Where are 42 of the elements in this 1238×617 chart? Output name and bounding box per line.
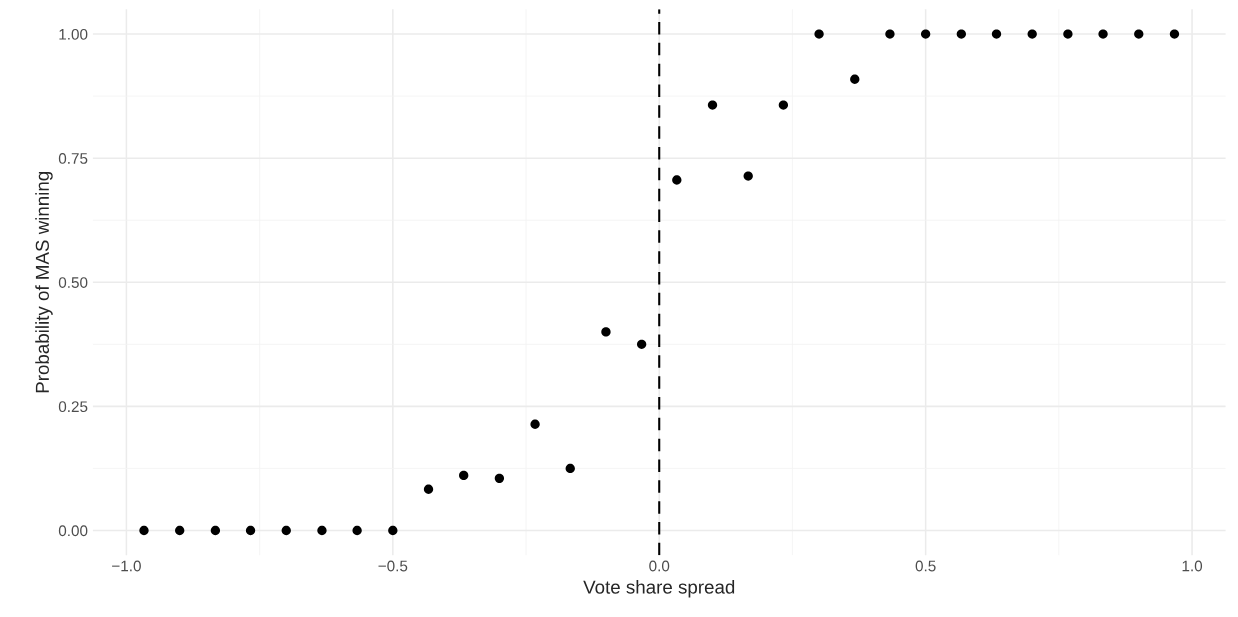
point — [814, 29, 824, 39]
point — [139, 525, 149, 536]
x-tick-label: 1.0 — [1182, 560, 1203, 572]
point — [778, 100, 789, 110]
point — [707, 100, 718, 110]
point — [530, 419, 540, 429]
point — [991, 29, 1002, 39]
point — [920, 29, 931, 39]
y-tick-label: 0.50 — [58, 277, 88, 288]
y-tick-label: 0.00 — [58, 525, 88, 537]
point — [1134, 29, 1144, 39]
point — [601, 327, 611, 337]
point — [565, 463, 575, 474]
y-tick-label: 0.75 — [58, 153, 88, 164]
point — [317, 525, 327, 536]
x-axis-title: Vote share spread — [583, 579, 735, 598]
point — [743, 171, 753, 181]
point — [210, 525, 221, 536]
point — [459, 470, 469, 481]
x-tick-label: −1.0 — [112, 560, 141, 572]
point — [1027, 29, 1037, 39]
x-tick-label: 0.0 — [649, 560, 670, 572]
point — [423, 484, 434, 494]
y-tick-label: 1.00 — [59, 28, 88, 40]
point — [1098, 29, 1108, 39]
point — [388, 525, 398, 536]
point — [494, 473, 505, 484]
point — [956, 29, 966, 39]
point — [636, 339, 647, 349]
point — [281, 525, 291, 536]
y-tick-label: 0.25 — [58, 401, 88, 413]
point — [885, 29, 895, 39]
point — [352, 525, 362, 536]
point — [1169, 29, 1180, 39]
x-tick-label: 0.5 — [915, 560, 936, 572]
x-tick-label: −0.5 — [378, 560, 408, 572]
point — [175, 525, 185, 536]
point — [245, 525, 256, 536]
y-axis-title: Probability of MAS winning — [35, 171, 53, 393]
point — [850, 74, 860, 84]
point — [1063, 29, 1073, 39]
point — [672, 175, 682, 185]
